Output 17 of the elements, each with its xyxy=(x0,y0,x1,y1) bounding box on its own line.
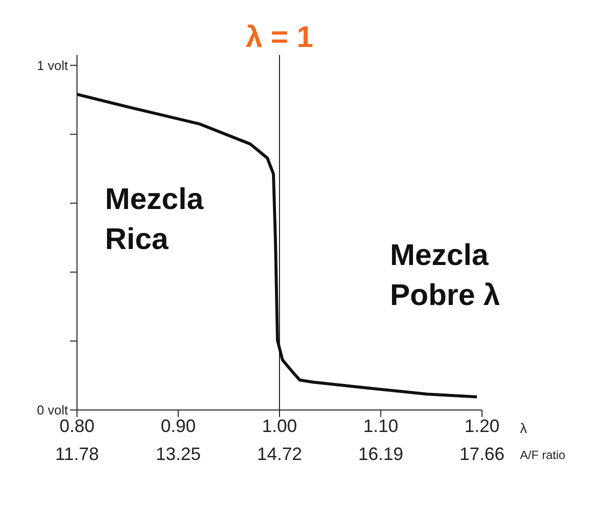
x-tick-label: 1.00 xyxy=(262,416,298,436)
y-tick-label: 1 volt xyxy=(36,58,68,73)
annotation: Mezcla Pobre λ xyxy=(390,238,500,314)
x-tick-label: 0.80 xyxy=(59,416,95,436)
x2-tick-label: 14.72 xyxy=(256,444,304,465)
annotation: Mezcla Rica xyxy=(105,182,204,258)
x-tick-label: 0.90 xyxy=(160,416,196,436)
x2-tick-label: 16.19 xyxy=(357,444,404,465)
x-axis-title: λ xyxy=(520,420,527,436)
x-tick-label: 1.20 xyxy=(464,416,500,436)
x2-tick-label: 13.25 xyxy=(154,444,202,465)
ref-line-label: λ = 1 xyxy=(246,21,314,54)
x-tick-label: 1.10 xyxy=(363,416,398,436)
x2-tick-label: 11.78 xyxy=(54,444,100,465)
x2-axis-title: A/F ratio xyxy=(520,448,566,462)
y-tick-label: 0 volt xyxy=(36,402,68,418)
x2-tick-label: 17.66 xyxy=(459,444,505,464)
